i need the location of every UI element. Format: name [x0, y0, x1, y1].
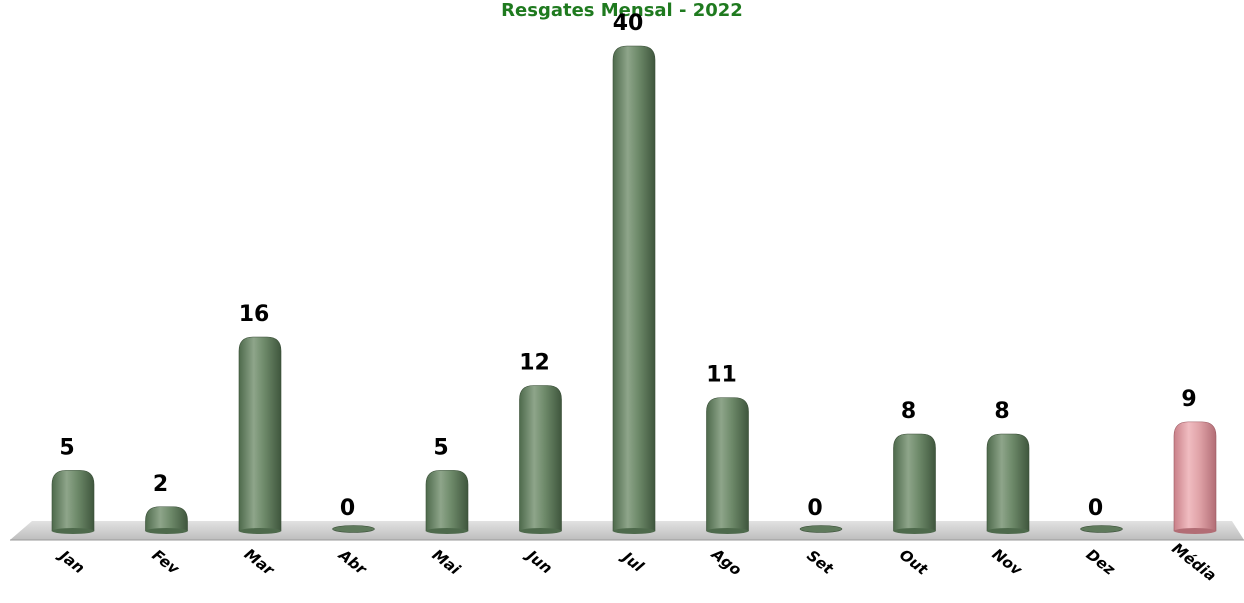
bar-base-jun — [519, 528, 562, 534]
bar-nov — [986, 433, 1030, 532]
value-label-média: 9 — [1181, 387, 1196, 412]
bar-base-jan — [52, 528, 94, 534]
bar-ago — [706, 397, 749, 532]
bar-base-ago — [706, 528, 749, 534]
bar-base-out — [893, 528, 936, 534]
bar-abr — [332, 525, 375, 533]
bar-fev — [145, 506, 188, 532]
tick-label-média: Média — [1168, 539, 1219, 585]
bar-jan — [51, 470, 95, 532]
value-label-jun: 12 — [519, 351, 550, 376]
value-label-jul: 40 — [613, 11, 644, 36]
value-label-out: 8 — [901, 399, 916, 424]
bar-mar — [238, 336, 282, 532]
tick-label-set: Set — [803, 546, 837, 578]
value-label-ago: 11 — [706, 363, 737, 388]
tick-label-mar: Mar — [241, 545, 279, 580]
chart-title: Resgates Mensal - 2022 — [501, 0, 743, 21]
bar-jun — [519, 385, 562, 532]
bar-base-mar — [239, 528, 281, 534]
bar-média — [1173, 421, 1217, 532]
bar-base-média — [1174, 528, 1216, 534]
value-label-jan: 5 — [59, 435, 74, 460]
value-label-fev: 2 — [153, 472, 168, 497]
tick-label-dez: Dez — [1083, 545, 1119, 579]
tick-label-jul: Jul — [617, 547, 648, 577]
bar-base-mai — [426, 528, 468, 534]
tick-labels-layer: Jan Fev Mar Abr Mai Jun Jul Ago Set Out Nov Dez Médi… — [54, 539, 1220, 585]
value-label-set: 0 — [807, 496, 822, 521]
bar-dez — [1080, 525, 1123, 533]
tick-label-mai: Mai — [429, 546, 465, 579]
value-label-mar: 16 — [239, 302, 270, 327]
bar-jul — [612, 45, 656, 532]
bar-base-jul — [613, 528, 655, 534]
tick-label-jun: Jun — [521, 545, 556, 578]
value-label-abr: 0 — [340, 496, 355, 521]
bar-mai — [425, 470, 469, 532]
bar-base-fev — [145, 528, 188, 534]
value-label-nov: 8 — [994, 399, 1009, 424]
tick-label-fev: Fev — [149, 546, 184, 579]
value-labels-layer: 5 2 16 0 5 12 40 11 0 8 8 0 9 — [59, 11, 1196, 521]
tick-label-nov: Nov — [989, 545, 1027, 580]
bar-out — [893, 433, 936, 532]
bars-layer — [51, 45, 1217, 534]
tick-label-ago: Ago — [707, 544, 745, 579]
bar-set — [799, 525, 843, 533]
value-label-dez: 0 — [1088, 496, 1103, 521]
bar-base-nov — [987, 528, 1029, 534]
tick-label-jan: Jan — [54, 545, 88, 577]
tick-label-out: Out — [896, 546, 932, 580]
tick-label-abr: Abr — [335, 545, 372, 579]
value-label-mai: 5 — [433, 435, 448, 460]
